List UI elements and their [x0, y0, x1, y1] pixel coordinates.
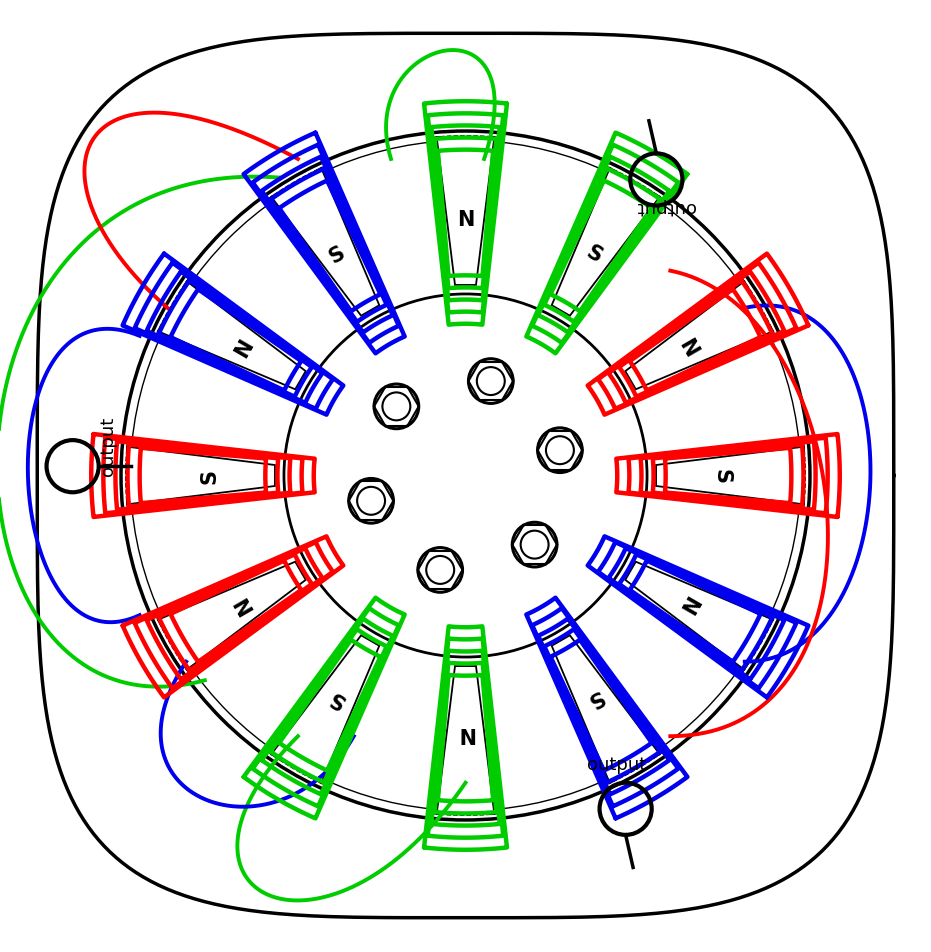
- Text: S: S: [582, 685, 605, 710]
- Text: N: N: [674, 336, 700, 361]
- Text: N: N: [457, 722, 474, 742]
- Text: S: S: [199, 468, 220, 484]
- Polygon shape: [552, 636, 660, 783]
- Polygon shape: [437, 138, 494, 286]
- Circle shape: [284, 295, 647, 657]
- Circle shape: [358, 487, 385, 515]
- Polygon shape: [626, 282, 773, 390]
- Text: S: S: [582, 242, 605, 267]
- Circle shape: [512, 523, 557, 567]
- Text: N: N: [231, 336, 257, 361]
- Circle shape: [374, 385, 419, 429]
- Circle shape: [537, 428, 582, 473]
- Text: output: output: [587, 756, 646, 774]
- Circle shape: [468, 359, 513, 404]
- Polygon shape: [158, 282, 305, 390]
- Circle shape: [349, 479, 394, 524]
- Polygon shape: [127, 447, 275, 505]
- Text: output: output: [636, 198, 695, 215]
- Circle shape: [477, 367, 505, 396]
- Text: S: S: [326, 242, 349, 267]
- Polygon shape: [271, 169, 379, 316]
- Polygon shape: [656, 447, 804, 505]
- Text: N: N: [231, 591, 257, 616]
- Text: N: N: [457, 210, 474, 230]
- Polygon shape: [626, 562, 773, 670]
- Polygon shape: [552, 169, 660, 316]
- Circle shape: [426, 556, 454, 585]
- Circle shape: [520, 531, 548, 559]
- Text: N: N: [674, 591, 700, 616]
- Polygon shape: [437, 666, 494, 814]
- Text: output: output: [99, 417, 117, 476]
- Text: S: S: [711, 468, 732, 484]
- Circle shape: [418, 548, 463, 593]
- Polygon shape: [271, 636, 379, 783]
- Circle shape: [546, 437, 573, 465]
- Circle shape: [383, 393, 411, 421]
- Polygon shape: [158, 562, 305, 670]
- Text: S: S: [326, 685, 349, 710]
